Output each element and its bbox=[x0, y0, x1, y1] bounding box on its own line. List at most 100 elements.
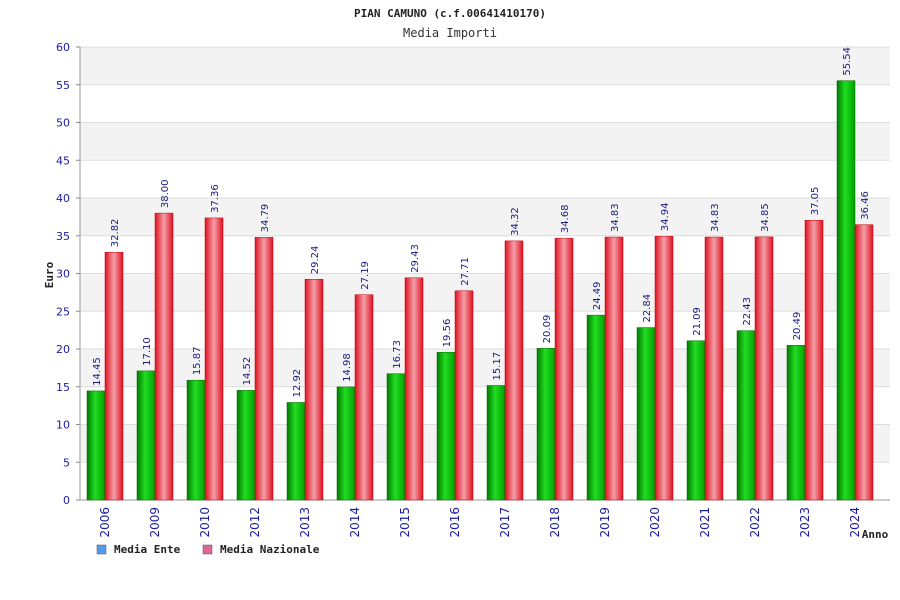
bar-media-nazionale-2023 bbox=[804, 220, 824, 501]
bar-media-nazionale-2019 bbox=[604, 236, 624, 501]
data-label: 34.83 bbox=[710, 203, 721, 232]
y-tick-label: 55 bbox=[56, 79, 70, 92]
data-label: 55.54 bbox=[842, 47, 853, 76]
y-axis-ticks: 0 5 10 15 20 25 30 35 40 45 50 55 60 bbox=[56, 41, 70, 507]
x-tick-label: 2014 bbox=[348, 507, 362, 538]
y-tick-label: 15 bbox=[56, 381, 70, 394]
data-label: 22.43 bbox=[742, 297, 753, 326]
data-label: 22.84 bbox=[642, 294, 653, 323]
data-label: 14.45 bbox=[92, 357, 103, 386]
x-tick-label: 2019 bbox=[598, 507, 612, 538]
bar-media-nazionale-2017 bbox=[504, 240, 524, 501]
x-tick-label: 2013 bbox=[298, 507, 312, 538]
y-tick-label: 30 bbox=[56, 268, 70, 281]
data-label: 27.19 bbox=[360, 261, 371, 290]
x-axis-ticks: 2006 2009 2010 2012 2013 2014 2015 2016 2017 2018… bbox=[98, 507, 862, 538]
bar-media-ente-2024 bbox=[836, 80, 856, 501]
x-tick-label: 2017 bbox=[498, 507, 512, 538]
data-labels: 14.45 32.82 17.10 38.00 15.87 37.36 14.52 34.79… bbox=[92, 47, 871, 397]
bar-media-nazionale-2006 bbox=[104, 251, 124, 501]
legend: Media Ente Media Nazionale bbox=[96, 543, 320, 556]
data-label: 17.10 bbox=[142, 337, 153, 366]
data-label: 20.09 bbox=[542, 315, 553, 344]
bar-media-ente-2018 bbox=[536, 348, 556, 501]
bar-media-nazionale-2015 bbox=[404, 277, 424, 501]
data-label: 37.36 bbox=[210, 184, 221, 213]
bar-media-ente-2021 bbox=[686, 340, 706, 501]
x-tick-label: 2023 bbox=[798, 507, 812, 538]
bar-media-nazionale-2010 bbox=[204, 217, 224, 501]
bar-media-ente-2017 bbox=[486, 385, 506, 501]
data-label: 12.92 bbox=[292, 369, 303, 398]
bar-media-nazionale-2018 bbox=[554, 237, 574, 501]
data-label: 34.94 bbox=[660, 203, 671, 232]
x-tick-label: 2016 bbox=[448, 507, 462, 538]
x-tick-label: 2024 bbox=[848, 507, 862, 538]
bar-media-ente-2006 bbox=[86, 390, 106, 501]
data-label: 15.17 bbox=[492, 352, 503, 381]
chart-subtitle: Media Importi bbox=[403, 26, 497, 40]
data-label: 34.79 bbox=[260, 204, 271, 233]
bar-media-nazionale-2024 bbox=[854, 224, 874, 501]
bar-media-ente-2020 bbox=[636, 327, 656, 501]
data-label: 20.49 bbox=[792, 312, 803, 341]
legend-label-media-ente: Media Ente bbox=[114, 543, 181, 556]
bars bbox=[86, 80, 874, 501]
x-tick-label: 2012 bbox=[248, 507, 262, 538]
data-label: 34.32 bbox=[510, 207, 521, 236]
y-tick-label: 25 bbox=[56, 305, 70, 318]
y-tick-label: 20 bbox=[56, 343, 70, 356]
legend-swatch-media-ente bbox=[96, 544, 107, 555]
y-tick-label: 5 bbox=[63, 456, 70, 469]
y-tick-label: 0 bbox=[63, 494, 70, 507]
data-label: 37.05 bbox=[810, 187, 821, 216]
data-label: 14.98 bbox=[342, 353, 353, 382]
data-label: 29.43 bbox=[410, 244, 421, 273]
x-tick-label: 2015 bbox=[398, 507, 412, 538]
bar-media-nazionale-2022 bbox=[754, 236, 774, 501]
data-label: 19.56 bbox=[442, 319, 453, 348]
data-label: 27.71 bbox=[460, 257, 471, 286]
bar-media-nazionale-2014 bbox=[354, 294, 374, 501]
bar-media-ente-2013 bbox=[286, 402, 306, 501]
bar-media-nazionale-2016 bbox=[454, 290, 474, 501]
bar-media-ente-2016 bbox=[436, 352, 456, 501]
x-tick-label: 2009 bbox=[148, 507, 162, 538]
data-label: 34.85 bbox=[760, 203, 771, 232]
bar-media-nazionale-2021 bbox=[704, 236, 724, 501]
x-tick-label: 2021 bbox=[698, 507, 712, 538]
bar-media-ente-2015 bbox=[386, 373, 406, 501]
x-tick-label: 2006 bbox=[98, 507, 112, 538]
bar-media-ente-2009 bbox=[136, 370, 156, 501]
y-axis-label: Euro bbox=[43, 261, 56, 288]
data-label: 38.00 bbox=[160, 179, 171, 208]
data-label: 15.87 bbox=[192, 347, 203, 376]
x-tick-label: 2020 bbox=[648, 507, 662, 538]
bar-media-ente-2022 bbox=[736, 330, 756, 501]
chart-title: PIAN CAMUNO (c.f.00641410170) bbox=[354, 7, 546, 20]
bar-media-nazionale-2020 bbox=[654, 235, 674, 501]
plot-band bbox=[80, 47, 890, 85]
y-tick-label: 45 bbox=[56, 154, 70, 167]
plot-band bbox=[80, 160, 890, 198]
bar-media-nazionale-2009 bbox=[154, 212, 174, 501]
bar-media-nazionale-2013 bbox=[304, 278, 324, 501]
bar-media-ente-2014 bbox=[336, 386, 356, 501]
bar-media-ente-2019 bbox=[586, 314, 606, 501]
y-tick-label: 50 bbox=[56, 117, 70, 130]
data-label: 21.09 bbox=[692, 307, 703, 336]
legend-label-media-nazionale: Media Nazionale bbox=[220, 543, 320, 556]
bar-media-ente-2023 bbox=[786, 345, 806, 501]
x-tick-label: 2018 bbox=[548, 507, 562, 538]
x-axis-label: Anno bbox=[862, 528, 889, 541]
data-label: 36.46 bbox=[860, 191, 871, 220]
data-label: 16.73 bbox=[392, 340, 403, 369]
data-label: 34.68 bbox=[560, 205, 571, 234]
data-label: 32.82 bbox=[110, 219, 121, 248]
y-tick-label: 60 bbox=[56, 41, 70, 54]
plot-band bbox=[80, 84, 890, 123]
x-tick-label: 2022 bbox=[748, 507, 762, 538]
y-tick-label: 35 bbox=[56, 230, 70, 243]
data-label: 24.49 bbox=[592, 281, 603, 310]
